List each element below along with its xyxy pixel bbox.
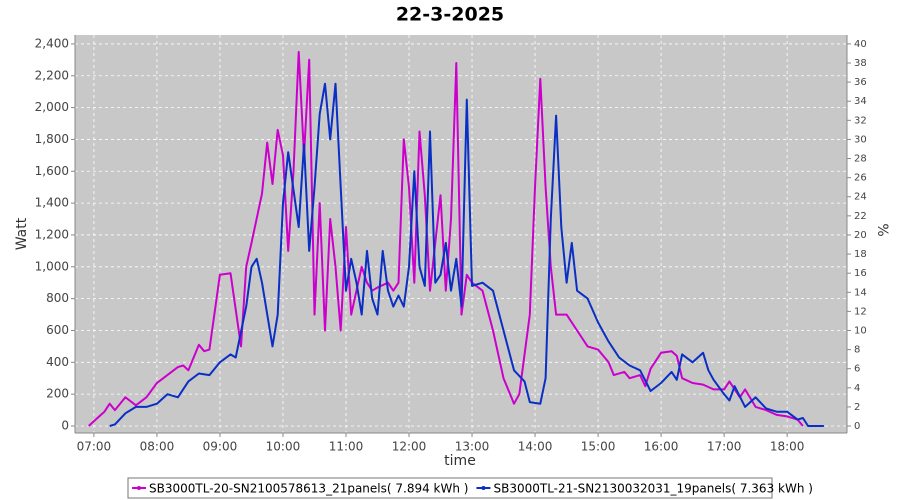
y-tick-label: 2,400	[35, 36, 69, 50]
y2-tick-label: 6	[854, 364, 860, 375]
y-tick-label: 1,800	[35, 132, 69, 146]
x-tick-label: 18:00	[770, 440, 805, 454]
y2-tick-label: 2	[854, 402, 860, 413]
x-tick-label: 17:00	[707, 440, 742, 454]
y-tick-label: 1,000	[35, 259, 69, 273]
plot-area	[75, 35, 847, 433]
x-tick-label: 09:00	[203, 440, 238, 454]
series-line	[109, 82, 824, 427]
legend	[127, 477, 773, 499]
x-tick-label: 11:00	[329, 440, 364, 454]
y2-tick-label: 40	[854, 39, 867, 50]
y-tick-label: 400	[46, 355, 69, 369]
x-tick-label: 10:00	[266, 440, 301, 454]
y-tick-label: 0	[61, 418, 69, 432]
y2-tick-label: 14	[854, 287, 867, 298]
y-tick-label: 200	[46, 387, 69, 401]
y-tick-label: 2,200	[35, 68, 69, 82]
chart-title: 22-3-2025	[396, 4, 504, 26]
y2-tick-label: 34	[854, 96, 867, 107]
x-axis-label: time	[444, 453, 476, 469]
x-tick-label: 13:00	[455, 440, 490, 454]
y2-tick-label: 20	[854, 230, 867, 241]
legend-label: SB3000TL-21-SN2130032031_19panels( 7.363…	[493, 482, 812, 496]
x-tick-label: 12:00	[392, 440, 427, 454]
y2-tick-label: 24	[854, 192, 867, 203]
y2-tick-label: 32	[854, 115, 867, 126]
y2-tick-label: 10	[854, 325, 867, 336]
x-tick-label: 14:00	[518, 440, 553, 454]
x-tick-label: 15:00	[581, 440, 616, 454]
y2-tick-label: 26	[854, 173, 867, 184]
legend-swatch-dot	[137, 486, 141, 490]
y-axis-label: Watt	[14, 217, 30, 250]
y-tick-label: 1,600	[35, 164, 69, 178]
y2-tick-label: 38	[854, 58, 867, 69]
y2-tick-label: 28	[854, 154, 867, 165]
y2-tick-label: 22	[854, 211, 867, 222]
y-tick-label: 600	[46, 323, 69, 337]
legend-label: SB3000TL-20-SN2100578613_21panels( 7.894…	[149, 482, 468, 496]
y2-tick-label: 12	[854, 306, 867, 317]
y2-tick-label: 4	[854, 383, 860, 394]
y2-tick-label: 30	[854, 134, 867, 145]
y2-tick-label: 16	[854, 268, 867, 279]
y2-axis-label: %	[874, 223, 890, 236]
x-tick-label: 16:00	[644, 440, 679, 454]
y2-tick-label: 36	[854, 77, 867, 88]
legend-swatch-dot	[481, 486, 486, 490]
y2-tick-label: 8	[854, 345, 860, 356]
y-tick-label: 1,200	[35, 227, 69, 241]
y-tick-label: 800	[46, 291, 69, 305]
y2-tick-label: 0	[854, 421, 860, 432]
x-tick-label: 08:00	[140, 440, 175, 454]
y-tick-label: 2,000	[35, 100, 69, 114]
x-tick-label: 07:00	[77, 440, 112, 454]
y-tick-label: 1,400	[35, 196, 69, 210]
y2-tick-label: 18	[854, 249, 867, 260]
